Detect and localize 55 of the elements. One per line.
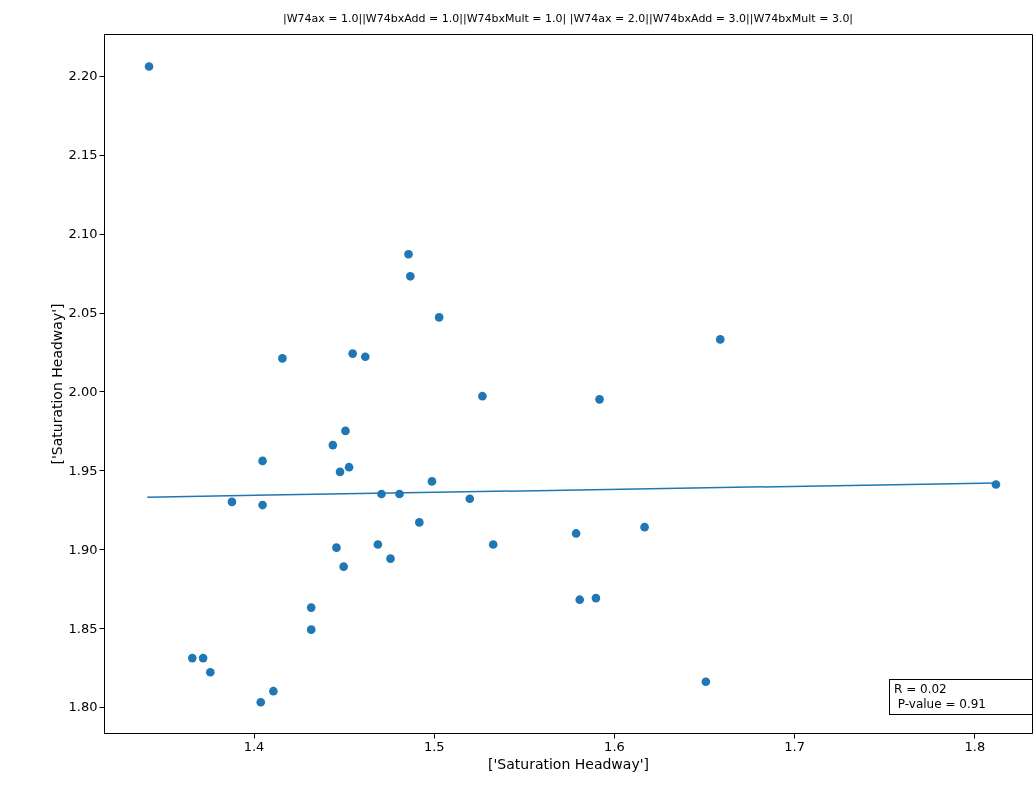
y-axis-title: ['Saturation Headway']	[48, 303, 65, 465]
y-tick-label: 2.00	[68, 383, 98, 399]
point	[465, 494, 475, 504]
point	[595, 395, 604, 404]
point	[575, 595, 585, 605]
text-box: R = 0.02 P-value = 0.91	[889, 679, 1033, 715]
point	[227, 497, 237, 507]
point	[478, 391, 487, 401]
point	[434, 313, 444, 322]
point	[187, 653, 197, 663]
point	[404, 249, 413, 259]
y-tick-label: 2.10	[68, 226, 98, 242]
point	[258, 456, 267, 466]
point	[205, 667, 215, 677]
x-tick-label: 1.8	[964, 738, 986, 754]
point	[715, 335, 725, 344]
point	[328, 440, 338, 450]
point	[306, 603, 316, 612]
point	[332, 543, 341, 552]
x-axis-title: ['Saturation Headway']	[488, 755, 649, 772]
point	[701, 677, 711, 687]
x-tick-label: 1.6	[604, 738, 625, 754]
point	[306, 625, 316, 634]
point	[198, 653, 208, 663]
point	[406, 271, 415, 281]
point	[488, 540, 498, 549]
y-tick-label: 2.05	[68, 305, 98, 321]
point	[258, 500, 267, 510]
point	[373, 540, 383, 549]
point	[339, 562, 348, 571]
point	[144, 62, 154, 71]
point	[415, 518, 424, 527]
point	[427, 477, 437, 486]
point	[335, 467, 345, 477]
point	[591, 593, 601, 603]
point	[278, 354, 287, 363]
point	[269, 686, 278, 696]
y-tick-label: 1.85	[68, 620, 98, 636]
point	[640, 522, 649, 532]
point	[344, 462, 354, 472]
point	[386, 554, 395, 564]
y-tick-label: 1.90	[68, 541, 98, 557]
point	[256, 697, 266, 707]
x-tick-label: 1.5	[423, 738, 445, 754]
x-tick-label: 1.7	[784, 738, 805, 754]
point	[360, 352, 370, 362]
x-tick-label: 1.4	[243, 738, 265, 754]
y-tick-label: 2.20	[68, 68, 98, 84]
y-tick-label: 2.15	[68, 147, 98, 163]
point	[571, 529, 581, 538]
chart-title: |W74ax = 1.0||W74bxAdd = 1.0||W74bxMult = 1.0| |W74ax = 2.0||W74bxAdd = 3.0||W74bxMult = 3.0|	[282, 12, 854, 25]
y-tick-label: 1.95	[68, 462, 98, 478]
y-tick-label: 1.80	[68, 699, 98, 715]
point	[348, 349, 357, 358]
point	[341, 426, 350, 436]
